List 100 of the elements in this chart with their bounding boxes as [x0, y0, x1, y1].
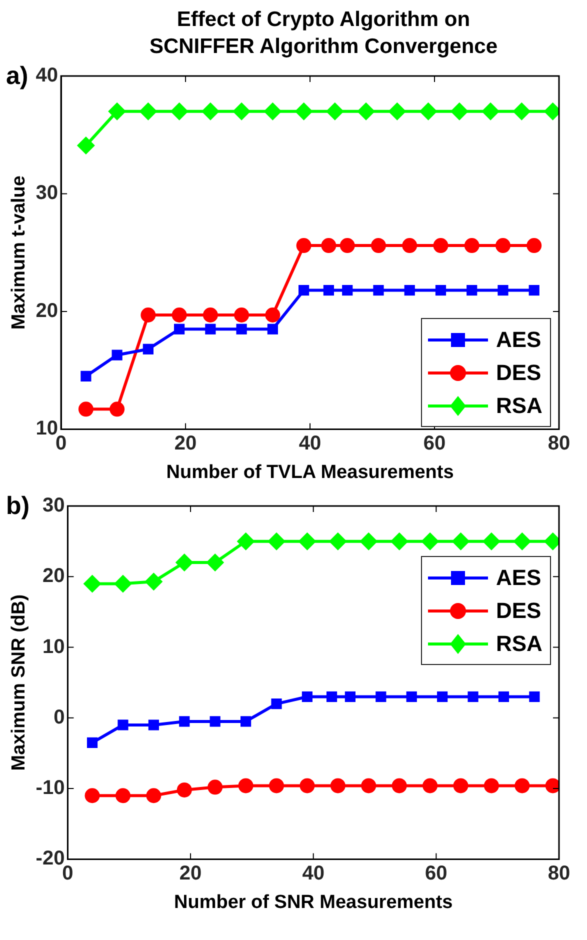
point — [83, 574, 102, 593]
point — [342, 284, 353, 296]
point — [300, 778, 315, 794]
point — [86, 737, 98, 748]
legend-label: AES — [496, 326, 542, 353]
point — [529, 691, 540, 702]
point — [176, 782, 192, 798]
y-axis-title: Maximum t-value — [8, 176, 30, 330]
point — [482, 532, 500, 550]
point — [330, 778, 346, 794]
point — [140, 308, 156, 322]
point — [373, 284, 384, 296]
x-tick-label: 40 — [298, 432, 322, 455]
point — [514, 778, 530, 794]
legend-label: AES — [496, 564, 542, 590]
point — [419, 102, 438, 120]
point — [326, 691, 338, 702]
point — [361, 778, 376, 794]
chart-title: Effect of Crypto Algorithm on SCNIFFER Algorithm Convergence — [148, 7, 499, 60]
point — [210, 716, 220, 727]
point — [402, 238, 418, 254]
x-tick-label: 80 — [548, 432, 570, 455]
point — [205, 324, 216, 334]
point — [146, 788, 162, 804]
point — [139, 102, 158, 120]
y-tick-label: 20 — [36, 300, 58, 322]
point — [144, 572, 163, 591]
point — [513, 532, 532, 550]
point — [108, 102, 126, 120]
point — [172, 308, 187, 322]
point — [498, 691, 510, 702]
point — [468, 691, 478, 702]
point — [433, 238, 448, 254]
point — [232, 102, 251, 120]
x-tick-label: 60 — [425, 862, 448, 885]
point — [453, 778, 468, 794]
point — [84, 788, 100, 804]
point — [294, 102, 313, 120]
point — [267, 324, 278, 334]
point — [174, 324, 185, 334]
point — [268, 532, 286, 550]
point — [269, 778, 284, 794]
point — [450, 102, 468, 120]
point — [390, 532, 408, 550]
point — [78, 402, 94, 417]
point — [201, 102, 220, 120]
point — [115, 788, 130, 804]
point — [80, 370, 92, 382]
point — [526, 238, 542, 254]
point — [404, 284, 415, 296]
point — [452, 532, 470, 550]
x-axis-title: Number of TVLA Measurements — [166, 462, 454, 483]
text: a) — [6, 62, 28, 91]
point — [464, 238, 480, 254]
point — [296, 238, 312, 254]
point — [170, 102, 188, 120]
point — [236, 324, 247, 334]
point — [298, 284, 310, 296]
point — [298, 532, 316, 550]
point — [482, 102, 500, 120]
point — [340, 238, 355, 254]
point — [76, 136, 95, 154]
point — [323, 284, 334, 296]
point — [528, 284, 540, 296]
text: b) — [6, 492, 30, 521]
point — [238, 778, 254, 794]
point — [437, 691, 448, 702]
y-tick-label: -10 — [36, 777, 65, 800]
point — [110, 402, 125, 417]
point — [357, 102, 376, 120]
legend-label: RSA — [496, 392, 542, 419]
point — [360, 532, 378, 550]
point — [406, 691, 417, 702]
point — [114, 574, 132, 593]
point — [234, 308, 250, 322]
y-tick-label: 30 — [42, 494, 65, 517]
point — [370, 238, 386, 254]
point — [265, 308, 280, 322]
point — [435, 284, 446, 296]
point — [344, 691, 356, 702]
point — [118, 720, 128, 730]
legend-label: DES — [496, 598, 542, 624]
point — [422, 778, 438, 794]
point — [179, 716, 190, 727]
x-tick-label: 80 — [548, 862, 570, 885]
legend-label: RSA — [496, 630, 542, 656]
point — [148, 720, 159, 730]
point — [321, 238, 336, 254]
point — [264, 102, 282, 120]
point — [421, 532, 440, 550]
x-axis-title: Number of SNR Measurements — [174, 892, 453, 913]
y-axis-title: Maximum SNR (dB) — [8, 594, 30, 771]
point — [206, 554, 224, 572]
x-tick-label: 40 — [302, 862, 324, 885]
point — [326, 102, 344, 120]
point — [112, 350, 122, 360]
point — [484, 778, 499, 794]
point — [545, 778, 559, 794]
y-tick-label: 10 — [42, 636, 65, 658]
point — [392, 778, 407, 794]
